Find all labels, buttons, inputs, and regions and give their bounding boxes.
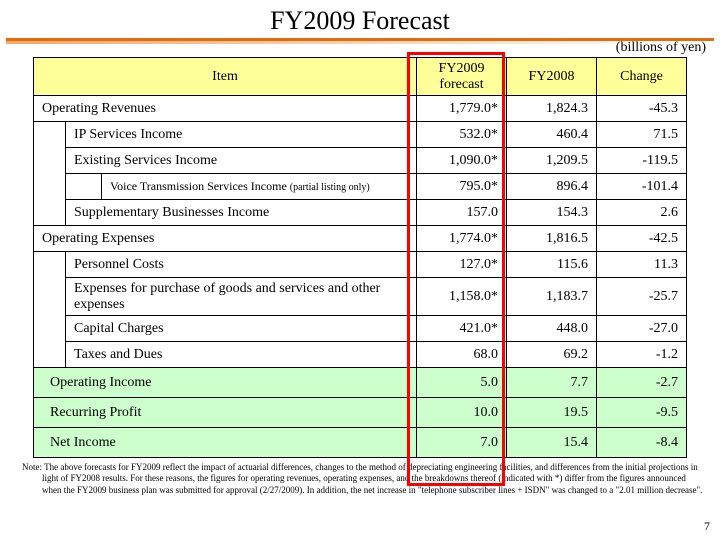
cell: -1.2 (597, 342, 687, 368)
cell: 1,090.0* (417, 148, 507, 174)
cell: 1,816.5 (507, 226, 597, 252)
cell: 448.0 (507, 316, 597, 342)
cell: 5.0 (417, 368, 507, 398)
row-label: Net Income (34, 428, 417, 458)
row-label: Operating Revenues (34, 96, 417, 122)
table-row: Operating Revenues 1,779.0* 1,824.3 -45.… (34, 96, 687, 122)
cell: 69.2 (507, 342, 597, 368)
cell: -119.5 (597, 148, 687, 174)
indent (34, 122, 66, 148)
th-change: Change (597, 58, 687, 96)
row-label: Operating Income (34, 368, 417, 398)
indent (34, 316, 66, 342)
table-row: Existing Services Income 1,090.0* 1,209.… (34, 148, 687, 174)
unit-label: (billions of yen) (0, 40, 720, 56)
table-row: Net Income 7.0 15.4 -8.4 (34, 428, 687, 458)
cell: 460.4 (507, 122, 597, 148)
indent (66, 174, 102, 200)
footnote: Note: The above forecasts for FY2009 ref… (20, 458, 720, 496)
row-label: IP Services Income (66, 122, 417, 148)
row-label: Operating Expenses (34, 226, 417, 252)
cell: 795.0* (417, 174, 507, 200)
cell: 7.7 (507, 368, 597, 398)
indent (34, 278, 66, 316)
row-label: Expenses for purchase of goods and servi… (66, 278, 417, 316)
cell: -8.4 (597, 428, 687, 458)
th-item: Item (34, 58, 417, 96)
cell: 157.0 (417, 200, 507, 226)
header-row: Item FY2009 forecast FY2008 Change (34, 58, 687, 96)
cell: 1,824.3 (507, 96, 597, 122)
table-row: Expenses for purchase of goods and servi… (34, 278, 687, 316)
row-label: Existing Services Income (66, 148, 417, 174)
cell: 532.0* (417, 122, 507, 148)
th-fy2009: FY2009 forecast (417, 58, 507, 96)
indent (34, 200, 66, 226)
cell: 71.5 (597, 122, 687, 148)
table-row: Taxes and Dues 68.0 69.2 -1.2 (34, 342, 687, 368)
cell: -27.0 (597, 316, 687, 342)
indent (34, 148, 66, 174)
cell: 19.5 (507, 398, 597, 428)
cell: -2.7 (597, 368, 687, 398)
indent (34, 342, 66, 368)
cell: 1,209.5 (507, 148, 597, 174)
page-title: FY2009 Forecast (0, 0, 720, 38)
page-number: 7 (704, 519, 710, 534)
cell: 2.6 (597, 200, 687, 226)
row-label: Recurring Profit (34, 398, 417, 428)
cell: 115.6 (507, 252, 597, 278)
th-fy2008: FY2008 (507, 58, 597, 96)
indent (34, 252, 66, 278)
table-row: Personnel Costs 127.0* 115.6 11.3 (34, 252, 687, 278)
cell: 1,779.0* (417, 96, 507, 122)
table-row: Voice Transmission Services Income (part… (34, 174, 687, 200)
cell: 10.0 (417, 398, 507, 428)
cell: -45.3 (597, 96, 687, 122)
cell: 68.0 (417, 342, 507, 368)
cell: 1,774.0* (417, 226, 507, 252)
row-label: Taxes and Dues (66, 342, 417, 368)
table-row: Operating Expenses 1,774.0* 1,816.5 -42.… (34, 226, 687, 252)
table-row: Operating Income 5.0 7.7 -2.7 (34, 368, 687, 398)
cell: 1,183.7 (507, 278, 597, 316)
cell: 7.0 (417, 428, 507, 458)
cell: 421.0* (417, 316, 507, 342)
cell: -9.5 (597, 398, 687, 428)
row-label: Personnel Costs (66, 252, 417, 278)
row-label: Voice Transmission Services Income (part… (102, 174, 417, 200)
row-label: Capital Charges (66, 316, 417, 342)
cell: -101.4 (597, 174, 687, 200)
table-row: IP Services Income 532.0* 460.4 71.5 (34, 122, 687, 148)
cell: 11.3 (597, 252, 687, 278)
table-row: Supplementary Businesses Income 157.0 15… (34, 200, 687, 226)
cell: 1,158.0* (417, 278, 507, 316)
table-row: Recurring Profit 10.0 19.5 -9.5 (34, 398, 687, 428)
indent (34, 174, 66, 200)
row-label: Supplementary Businesses Income (66, 200, 417, 226)
table-row: Capital Charges 421.0* 448.0 -27.0 (34, 316, 687, 342)
cell: 127.0* (417, 252, 507, 278)
cell: -42.5 (597, 226, 687, 252)
cell: -25.7 (597, 278, 687, 316)
cell: 15.4 (507, 428, 597, 458)
forecast-table: Item FY2009 forecast FY2008 Change Opera… (33, 57, 687, 458)
cell: 896.4 (507, 174, 597, 200)
cell: 154.3 (507, 200, 597, 226)
